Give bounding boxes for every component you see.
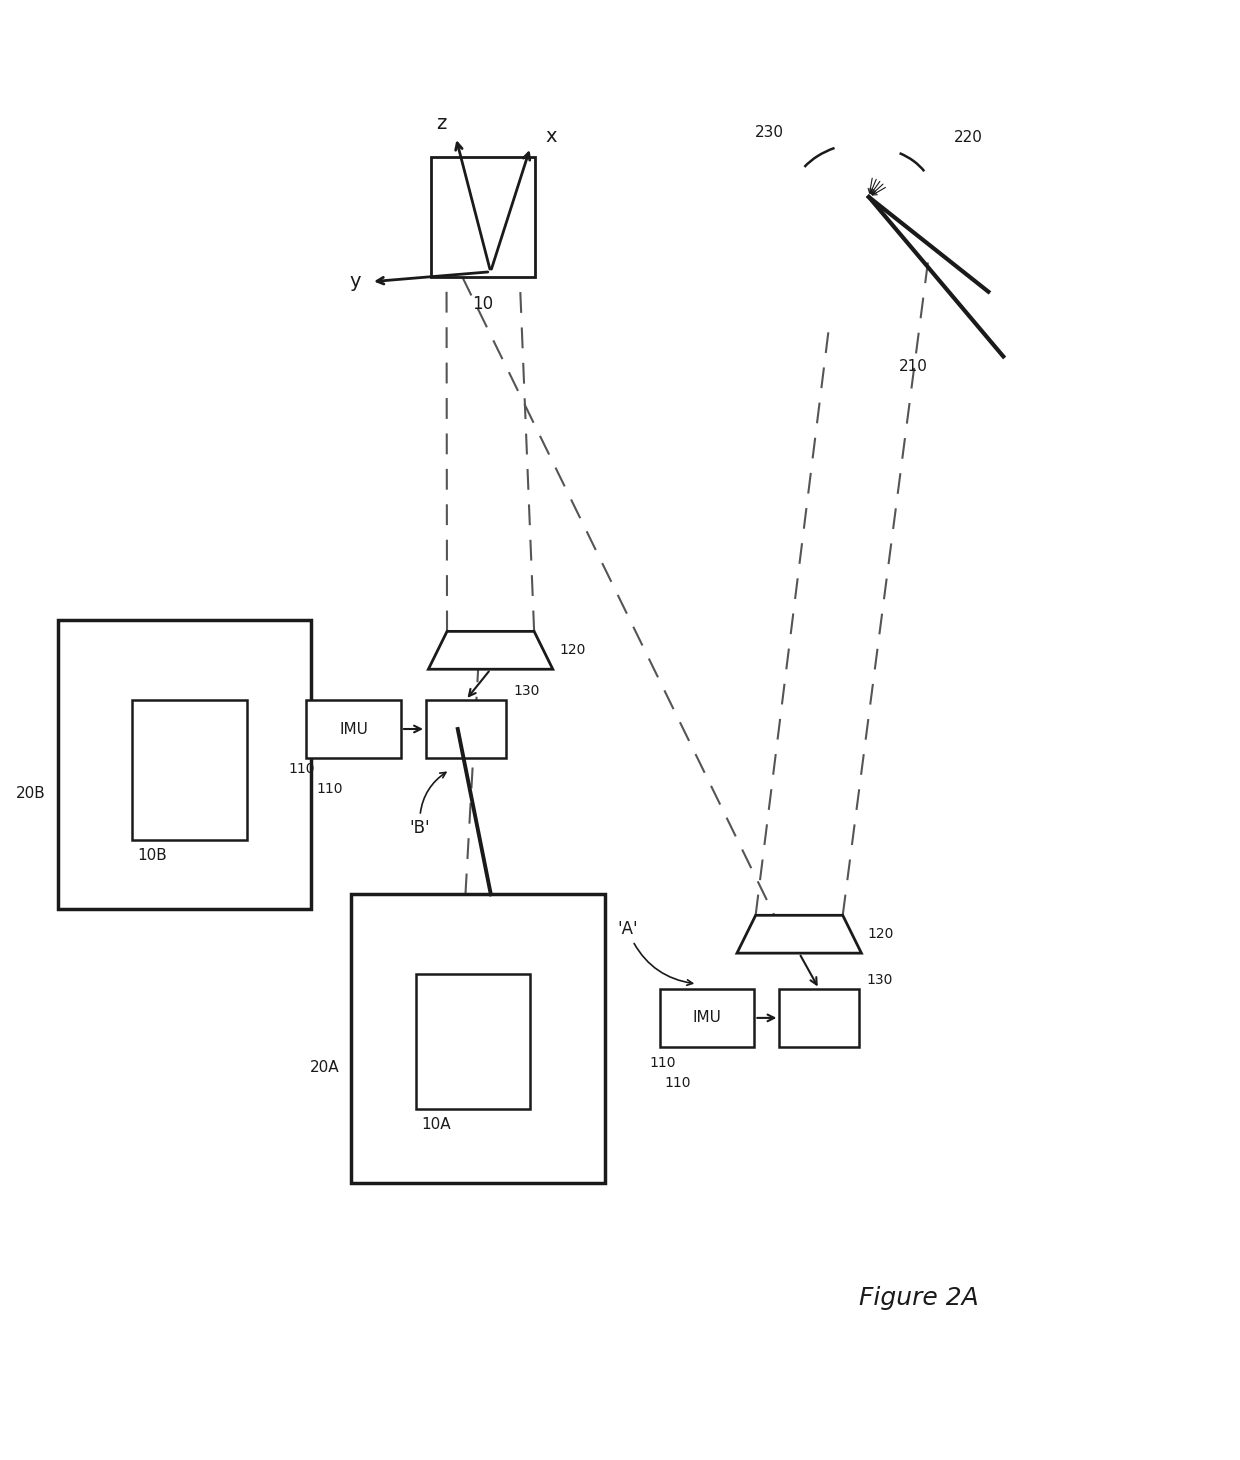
Text: z: z <box>435 114 446 133</box>
Text: IMU: IMU <box>340 721 368 736</box>
Text: 130: 130 <box>867 972 893 987</box>
Text: 110: 110 <box>650 1056 676 1070</box>
Bar <box>351 895 605 1183</box>
Text: IMU: IMU <box>693 1010 722 1025</box>
Polygon shape <box>428 631 553 669</box>
Text: x: x <box>546 127 557 146</box>
Bar <box>425 701 506 758</box>
Text: 10A: 10A <box>420 1117 450 1132</box>
Text: 10B: 10B <box>138 848 167 863</box>
Text: 230: 230 <box>754 126 784 140</box>
Bar <box>57 620 311 910</box>
Text: y: y <box>350 272 361 291</box>
Bar <box>306 701 401 758</box>
Text: 210: 210 <box>899 359 928 374</box>
Bar <box>133 701 247 839</box>
Text: 110: 110 <box>288 762 315 775</box>
Polygon shape <box>737 915 862 953</box>
Bar <box>430 158 536 277</box>
Text: 120: 120 <box>868 927 894 942</box>
Text: 110: 110 <box>665 1076 691 1089</box>
Text: 'A': 'A' <box>618 920 693 986</box>
Text: 20A: 20A <box>310 1060 340 1075</box>
Text: Figure 2A: Figure 2A <box>859 1286 978 1310</box>
Bar <box>779 988 859 1047</box>
Bar <box>415 974 531 1108</box>
Text: 'B': 'B' <box>409 772 446 837</box>
Bar <box>660 988 754 1047</box>
Text: 220: 220 <box>954 130 982 145</box>
Text: 130: 130 <box>513 685 539 698</box>
Text: 110: 110 <box>316 781 343 796</box>
Text: 120: 120 <box>559 644 585 657</box>
Text: 10: 10 <box>472 295 494 312</box>
Text: 20B: 20B <box>16 787 46 802</box>
